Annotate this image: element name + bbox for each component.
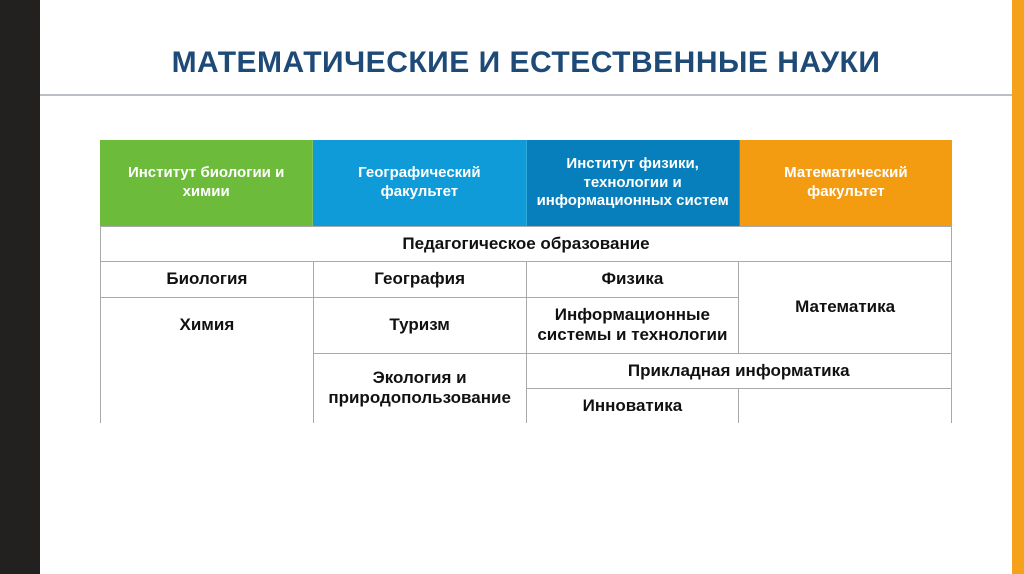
table-row: . Инноватика .	[101, 388, 952, 423]
cell-geography: География	[313, 262, 526, 297]
faculty-header-physics-tech: Институт физики, технологии и информацио…	[527, 140, 740, 226]
empty-cell: .	[101, 353, 314, 388]
faculty-header-row: Институт биологии и химии Географический…	[100, 140, 952, 226]
programs-table: Педагогическое образование Биология Геог…	[100, 226, 952, 423]
cell-innovatics: Инноватика	[526, 388, 739, 423]
faculty-header-mathematics: Математический факультет	[740, 140, 952, 226]
cell-biology: Биология	[101, 262, 314, 297]
left-decoration-wave	[0, 0, 40, 574]
faculty-header-geography: Географический факультет	[313, 140, 526, 226]
empty-cell: .	[739, 388, 952, 423]
faculty-header-biology-chemistry: Институт биологии и химии	[100, 140, 313, 226]
cell-applied-informatics: Прикладная информатика	[526, 353, 952, 388]
pedagogical-education-cell: Педагогическое образование	[101, 227, 952, 262]
cell-ecology: Экология и природопользование	[313, 353, 526, 423]
table-row: Биология География Физика Математика	[101, 262, 952, 297]
table-row: Педагогическое образование	[101, 227, 952, 262]
right-accent-bar	[1012, 0, 1024, 574]
cell-physics: Физика	[526, 262, 739, 297]
cell-chemistry: Химия	[101, 297, 314, 353]
slide-container: МАТЕМАТИЧЕСКИЕ И ЕСТЕСТВЕННЫЕ НАУКИ Инст…	[40, 0, 1012, 574]
cell-mathematics: Математика	[739, 262, 952, 353]
title-underline	[40, 94, 1012, 96]
content-area: Институт биологии и химии Географический…	[100, 140, 952, 423]
empty-cell: .	[101, 388, 314, 423]
cell-tourism: Туризм	[313, 297, 526, 353]
slide-title: МАТЕМАТИЧЕСКИЕ И ЕСТЕСТВЕННЫЕ НАУКИ	[100, 46, 952, 80]
cell-info-systems: Информационные системы и технологии	[526, 297, 739, 353]
table-row: . Экология и природопользование Прикладн…	[101, 353, 952, 388]
